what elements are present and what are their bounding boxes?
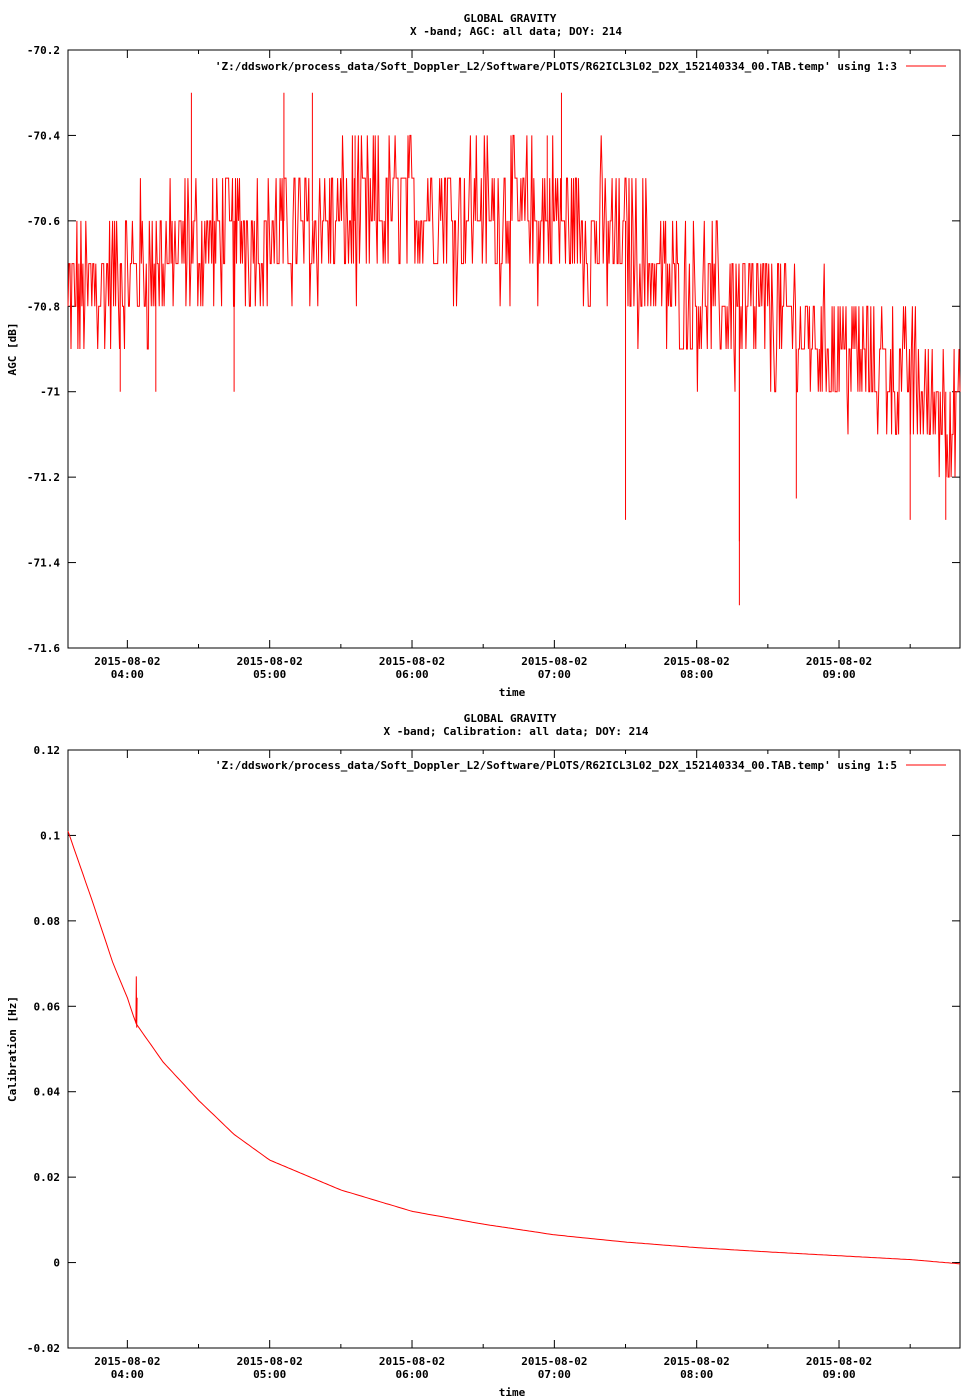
chart-title: GLOBAL GRAVITY bbox=[464, 12, 557, 25]
x-tick-date: 2015-08-02 bbox=[94, 1355, 160, 1368]
x-tick-time: 09:00 bbox=[822, 1368, 855, 1381]
chart-subtitle: X -band; AGC: all data; DOY: 214 bbox=[410, 25, 622, 38]
y-tick-label: 0 bbox=[53, 1257, 60, 1270]
y-tick-label: -71.2 bbox=[27, 471, 60, 484]
x-tick-time: 09:00 bbox=[822, 668, 855, 681]
x-tick-time: 06:00 bbox=[395, 1368, 428, 1381]
x-tick-date: 2015-08-02 bbox=[379, 1355, 445, 1368]
x-tick-time: 05:00 bbox=[253, 668, 286, 681]
y-tick-label: -71 bbox=[40, 386, 60, 399]
y-tick-label: 0.12 bbox=[34, 744, 61, 757]
x-tick-time: 06:00 bbox=[395, 668, 428, 681]
x-tick-time: 08:00 bbox=[680, 1368, 713, 1381]
x-tick-date: 2015-08-02 bbox=[521, 1355, 587, 1368]
y-tick-label: -71.6 bbox=[27, 642, 60, 655]
x-tick-date: 2015-08-02 bbox=[237, 1355, 303, 1368]
x-tick-date: 2015-08-02 bbox=[664, 1355, 730, 1368]
y-tick-label: 0.04 bbox=[34, 1086, 61, 1099]
x-tick-date: 2015-08-02 bbox=[806, 655, 872, 668]
chart-title: GLOBAL GRAVITY bbox=[464, 712, 557, 725]
x-tick-date: 2015-08-02 bbox=[94, 655, 160, 668]
series-line bbox=[67, 831, 961, 1265]
y-tick-label: -70.8 bbox=[27, 300, 60, 313]
y-axis-label: AGC [dB] bbox=[6, 323, 19, 376]
series-line bbox=[67, 134, 961, 478]
y-tick-label: 0.08 bbox=[34, 915, 61, 928]
y-tick-label: -71.4 bbox=[27, 557, 60, 570]
x-axis-label: time bbox=[499, 1386, 526, 1399]
y-tick-label: 0.1 bbox=[40, 829, 60, 842]
y-tick-label: -70.6 bbox=[27, 215, 60, 228]
plot-frame bbox=[67, 49, 961, 649]
x-tick-time: 05:00 bbox=[253, 1368, 286, 1381]
series-spike bbox=[135, 976, 138, 1028]
x-tick-time: 07:00 bbox=[538, 1368, 571, 1381]
x-tick-time: 04:00 bbox=[111, 668, 144, 681]
x-axis-label: time bbox=[499, 686, 526, 699]
x-tick-date: 2015-08-02 bbox=[664, 655, 730, 668]
legend-label: 'Z:/ddswork/process_data/Soft_Doppler_L2… bbox=[215, 60, 897, 73]
x-tick-date: 2015-08-02 bbox=[379, 655, 445, 668]
y-tick-label: -70.4 bbox=[27, 129, 60, 142]
chart-subtitle: X -band; Calibration: all data; DOY: 214 bbox=[384, 725, 649, 738]
y-tick-label: 0.06 bbox=[34, 1000, 61, 1013]
plot-frame bbox=[67, 749, 961, 1349]
x-tick-date: 2015-08-02 bbox=[521, 655, 587, 668]
legend-label: 'Z:/ddswork/process_data/Soft_Doppler_L2… bbox=[215, 759, 897, 772]
y-tick-label: -0.02 bbox=[27, 1342, 60, 1355]
x-tick-time: 04:00 bbox=[111, 1368, 144, 1381]
x-tick-time: 07:00 bbox=[538, 668, 571, 681]
y-tick-label: -70.2 bbox=[27, 44, 60, 57]
x-tick-date: 2015-08-02 bbox=[237, 655, 303, 668]
x-tick-time: 08:00 bbox=[680, 668, 713, 681]
y-axis-label: Calibration [Hz] bbox=[6, 996, 19, 1102]
y-tick-label: 0.02 bbox=[34, 1171, 61, 1184]
x-tick-date: 2015-08-02 bbox=[806, 1355, 872, 1368]
